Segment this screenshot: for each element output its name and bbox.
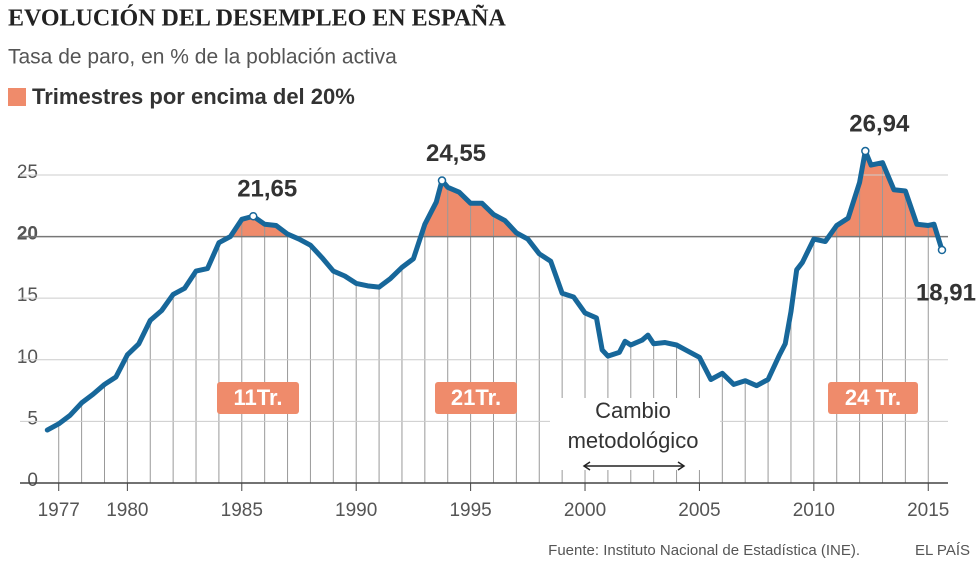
peak-marker: [248, 211, 258, 221]
peak-label: 21,65: [237, 176, 297, 203]
y-tick-label: 25: [17, 162, 38, 183]
peak-marker: [937, 245, 947, 255]
x-tick-label: 2015: [907, 500, 949, 521]
x-tick-label: 1990: [335, 500, 377, 521]
chart-subtitle: Tasa de paro, en % de la población activ…: [8, 46, 397, 69]
peak-marker: [437, 176, 447, 185]
period-label: 24 Tr.: [828, 382, 918, 414]
x-tick-label: 2010: [793, 500, 835, 521]
label-box: [217, 382, 299, 414]
legend-label: Trimestres por encima del 20%: [32, 84, 355, 109]
peak-label: 18,91: [916, 279, 976, 306]
y-tick-label: 0: [27, 470, 38, 491]
note-arrow: [582, 461, 686, 471]
brand: EL PAÍS: [915, 542, 970, 559]
y-tick-label: 10: [17, 347, 38, 368]
period-label: 21Tr.: [435, 382, 517, 414]
label-box: [828, 382, 918, 414]
note-text: metodológico: [568, 428, 699, 453]
plot: 0 5 10 15 20 25 1977 1980 1985 1990 1995 2000 2005 20…: [17, 110, 976, 521]
source: Fuente: Instituto Nacional de Estadístic…: [548, 542, 860, 559]
x-tick-label: 1995: [449, 500, 491, 521]
period-text: 21Tr.: [451, 385, 501, 410]
x-tick-label: 1985: [221, 500, 263, 521]
note-bg: [550, 398, 720, 470]
chart-title: EVOLUCIÓN DEL DESEMPLEO EN ESPAÑA: [8, 5, 506, 32]
x-tick-label: 1977: [38, 500, 80, 521]
period-label: 11Tr.: [217, 382, 299, 414]
peak-label: 26,94: [849, 110, 910, 137]
legend-swatch: [8, 88, 26, 106]
peak-marker: [861, 146, 870, 156]
period-text: 11Tr.: [234, 385, 283, 410]
x-tick-label: 1980: [106, 500, 148, 521]
y-tick-label: 5: [27, 408, 38, 429]
line: [44, 148, 945, 433]
note-text: Cambio: [595, 398, 671, 423]
peak-label: 24,55: [426, 140, 486, 167]
x-tick-label: 2000: [564, 500, 606, 521]
y-tick-label: 15: [17, 285, 38, 306]
period-text: 24 Tr.: [845, 385, 901, 410]
threshold-area: [47, 151, 942, 237]
label-box: [435, 382, 517, 414]
y-tick-label: 20: [17, 224, 38, 245]
x-tick-label: 2005: [678, 500, 720, 521]
